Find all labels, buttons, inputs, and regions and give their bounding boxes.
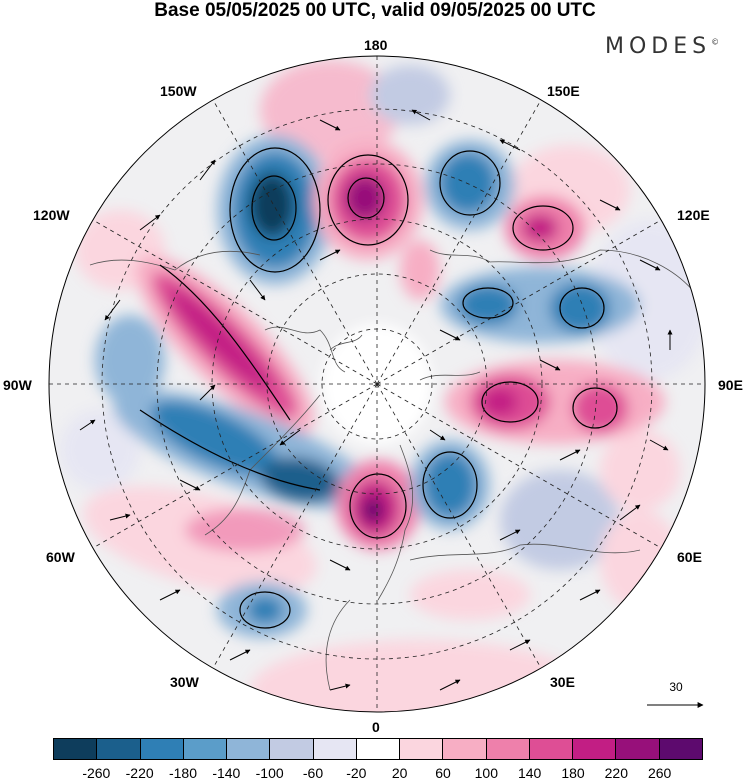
lon-label-180: 180 (364, 37, 388, 53)
colorbar-labels: -260 -220 -180 -140 -100 -60 -20 20 60 100 140 180 2… (53, 765, 703, 783)
brand-text: MODES (605, 34, 712, 59)
lon-label-60e: 60E (677, 549, 702, 565)
reference-arrow-icon (647, 702, 704, 708)
colorbar-swatch (269, 738, 313, 760)
lon-label-90e: 90E (718, 377, 743, 393)
reference-vector-value: 30 (669, 680, 683, 694)
lon-label-150w: 150W (160, 83, 197, 99)
colorbar-tick-label: 260 (647, 765, 672, 781)
lon-label-30e: 30E (550, 674, 575, 690)
colorbar-swatch (139, 738, 183, 760)
colorbar-swatch (572, 738, 616, 760)
map-title: Base 05/05/2025 00 UTC, valid 09/05/2025… (154, 0, 596, 21)
contours (139, 147, 618, 629)
colorbar-tick-label: 220 (604, 765, 629, 781)
colorbar-swatch (442, 738, 486, 760)
colorbar-tick-label: -60 (302, 765, 324, 781)
colorbar-swatch (615, 738, 659, 760)
lon-label-60w: 60W (46, 549, 75, 565)
colorbar-tick-label: -20 (346, 765, 367, 781)
colorbar-swatch (53, 738, 97, 760)
colorbar-tick-label: 20 (391, 765, 408, 781)
colorbar-swatch (355, 738, 400, 760)
colorbar-swatch (399, 738, 443, 760)
colorbar-swatch (528, 738, 573, 760)
lon-label-120e: 120E (677, 207, 710, 223)
colorbar-swatch (226, 738, 270, 760)
colorbar-tick-label: 140 (517, 765, 542, 781)
colorbar-swatch (96, 738, 140, 760)
brand-mark: © (711, 37, 720, 47)
colorbar-tick-label: 60 (435, 765, 451, 781)
lon-label-150e: 150E (547, 83, 580, 99)
colorbar-tick-label: -260 (82, 765, 111, 781)
anomaly-field (60, 60, 705, 712)
lon-label-0: 0 (372, 719, 380, 735)
map-border (48, 55, 706, 713)
colorbar-tick-label: -100 (255, 765, 284, 781)
colorbar-swatch (182, 738, 227, 760)
graticule (49, 56, 705, 712)
colorbar-tick-label: -180 (168, 765, 198, 781)
wind-vectors (79, 109, 673, 691)
lon-label-90w: 90W (3, 377, 32, 393)
polar-map (48, 55, 706, 713)
lon-label-120w: 120W (33, 207, 70, 223)
reference-vector: 30 (645, 680, 715, 712)
colorbar (53, 738, 703, 760)
brand-logo: MODES© (605, 34, 719, 59)
colorbar-tick-label: -140 (212, 765, 241, 781)
colorbar-swatch (312, 738, 356, 760)
lon-label-30w: 30W (170, 674, 199, 690)
colorbar-swatch (485, 738, 529, 760)
colorbar-tick-label: -220 (125, 765, 154, 781)
colorbar-swatch (658, 738, 703, 760)
colorbar-tick-label: 100 (474, 765, 499, 781)
colorbar-tick-label: 180 (561, 765, 585, 781)
